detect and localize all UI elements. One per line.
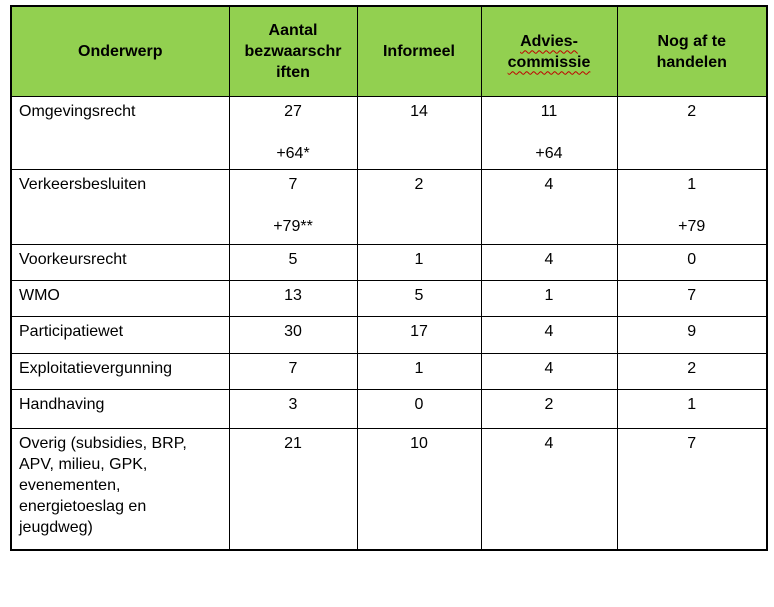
table-row: Participatiewet 30 17 4 9 <box>10 316 768 354</box>
cell-adviescommissie: 4 <box>480 169 618 245</box>
cell-adviescommissie: 4 <box>480 244 618 281</box>
table-row: Omgevingsrecht 27 +64* 14 11 +64 2 <box>10 96 768 170</box>
cell-aantal-bezwaarschriften: 21 <box>228 428 358 550</box>
cell-adviescommissie: 4 <box>480 316 618 354</box>
table-row: Exploitatievergunning 7 1 4 2 <box>10 353 768 390</box>
cell-adviescommissie: 2 <box>480 389 618 429</box>
cell-aantal-bezwaarschriften: 7 +79** <box>228 169 358 245</box>
column-header-nog-af-te-handelen: Nog af te handelen <box>616 5 768 97</box>
bezwaarschriften-table: Onderwerp Aantal bezwaarschr iften Infor… <box>10 5 768 551</box>
cell-aantal-bezwaarschriften: 3 <box>228 389 358 429</box>
column-header-aantal-bezwaarschriften: Aantal bezwaarschr iften <box>228 5 358 97</box>
cell-informeel: 1 <box>356 244 482 281</box>
row-subject: Overig (subsidies, BRP, APV, milieu, GPK… <box>10 428 230 550</box>
header-row: Onderwerp Aantal bezwaarschr iften Infor… <box>10 5 768 97</box>
cell-nog-af-te-handelen: 2 <box>616 96 768 170</box>
row-subject: Voorkeursrecht <box>10 244 230 281</box>
cell-aantal-bezwaarschriften: 30 <box>228 316 358 354</box>
cell-nog-af-te-handelen: 0 <box>616 244 768 281</box>
column-header-onderwerp: Onderwerp <box>10 5 230 97</box>
cell-nog-af-te-handelen: 2 <box>616 353 768 390</box>
table-row: WMO 13 5 1 7 <box>10 280 768 317</box>
row-subject: Omgevingsrecht <box>10 96 230 170</box>
cell-informeel: 17 <box>356 316 482 354</box>
cell-nog-af-te-handelen: 1 +79 <box>616 169 768 245</box>
table-row: Overig (subsidies, BRP, APV, milieu, GPK… <box>10 428 768 550</box>
column-header-informeel: Informeel <box>356 5 482 97</box>
cell-nog-af-te-handelen: 9 <box>616 316 768 354</box>
cell-aantal-bezwaarschriften: 5 <box>228 244 358 281</box>
cell-informeel: 10 <box>356 428 482 550</box>
table-row: Voorkeursrecht 5 1 4 0 <box>10 244 768 281</box>
cell-nog-af-te-handelen: 1 <box>616 389 768 429</box>
column-header-adviescommissie: Advies- commissie <box>480 5 618 97</box>
cell-informeel: 1 <box>356 353 482 390</box>
row-subject: Participatiewet <box>10 316 230 354</box>
table-row: Handhaving 3 0 2 1 <box>10 389 768 429</box>
row-subject: Verkeersbesluiten <box>10 169 230 245</box>
cell-aantal-bezwaarschriften: 7 <box>228 353 358 390</box>
cell-informeel: 5 <box>356 280 482 317</box>
cell-adviescommissie: 11 +64 <box>480 96 618 170</box>
cell-nog-af-te-handelen: 7 <box>616 428 768 550</box>
footnotes: *Zie onder het kopje “toename van bezwaa… <box>20 557 774 607</box>
row-subject: Handhaving <box>10 389 230 429</box>
footnote-1: *Zie onder het kopje “toename van bezwaa… <box>20 603 774 607</box>
cell-adviescommissie: 1 <box>480 280 618 317</box>
cell-adviescommissie: 4 <box>480 353 618 390</box>
cell-informeel: 14 <box>356 96 482 170</box>
row-subject: WMO <box>10 280 230 317</box>
cell-aantal-bezwaarschriften: 13 <box>228 280 358 317</box>
cell-nog-af-te-handelen: 7 <box>616 280 768 317</box>
table-row: Verkeersbesluiten 7 +79** 2 4 1 +79 <box>10 169 768 245</box>
cell-informeel: 0 <box>356 389 482 429</box>
cell-adviescommissie: 4 <box>480 428 618 550</box>
cell-informeel: 2 <box>356 169 482 245</box>
row-subject: Exploitatievergunning <box>10 353 230 390</box>
cell-aantal-bezwaarschriften: 27 +64* <box>228 96 358 170</box>
